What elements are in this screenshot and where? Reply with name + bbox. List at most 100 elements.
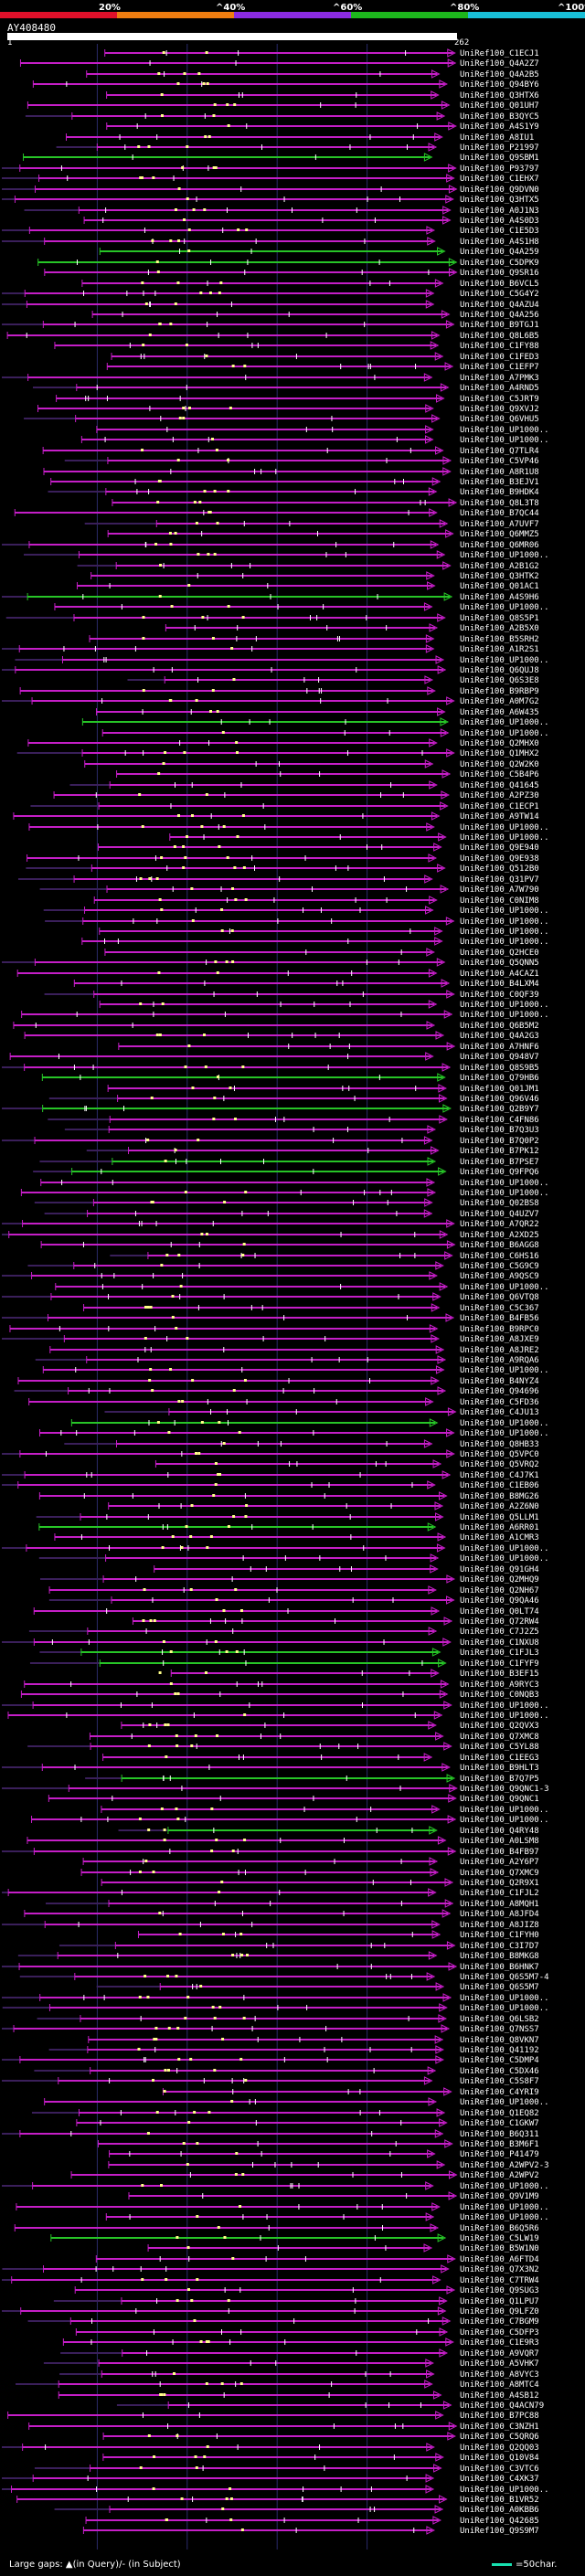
hit-label[interactable]: UniRef100_Q01AC1 [460,582,539,591]
hit-row[interactable]: UniRef100_Q4ACN79 [116,2401,544,2411]
hit-row[interactable]: UniRef100_UP1000.. [16,2202,549,2212]
hit-row[interactable]: UniRef100_B4FB97 [2,1847,539,1857]
hit-label[interactable]: UniRef100_C5JRT9 [460,395,539,404]
hit-row[interactable]: UniRef100_A4RND5 [32,383,539,393]
hit-row[interactable]: UniRef100_C6HS16 [110,1251,539,1261]
hit-row[interactable]: UniRef100_UP1000.. [43,906,549,916]
hit-row[interactable]: UniRef100_B3M6F1 [97,2139,539,2149]
hit-label[interactable]: UniRef100_UP1000.. [460,1179,549,1188]
hit-label[interactable]: UniRef100_UP1000.. [460,2182,549,2191]
hit-label[interactable]: UniRef100_B6HNK7 [460,1963,539,1972]
hit-row[interactable]: UniRef100_C3NZH1 [28,2422,539,2432]
hit-label[interactable]: UniRef100_B6VCL5 [460,280,539,289]
hit-label[interactable]: UniRef100_Q31PV7 [460,875,539,885]
hit-label[interactable]: UniRef100_C5DPK9 [460,259,539,268]
hit-label[interactable]: UniRef100_C5LW19 [460,2234,539,2243]
hit-row[interactable]: UniRef100_C1FJL3 [39,1648,539,1658]
hit-row[interactable]: UniRef100_UP1000.. [2,1701,549,1711]
hit-label[interactable]: UniRef100_Q9DVN0 [460,186,539,195]
hit-row[interactable]: UniRef100_A8JXE9 [2,1334,539,1344]
hit-label[interactable]: UniRef100_Q4A2G3 [460,1032,539,1041]
hit-row[interactable]: UniRef100_Q8S5P1 [5,613,539,623]
hit-row[interactable]: UniRef100_Q6S5M7-4 [19,1972,549,1982]
hit-label[interactable]: UniRef100_UP1000.. [460,1001,549,1010]
hit-row[interactable]: UniRef100_Q9QNC1 [48,1794,539,1804]
hit-label[interactable]: UniRef100_UP1000.. [460,718,549,727]
hit-row[interactable]: UniRef100_UP1000.. [44,2097,549,2107]
hit-label[interactable]: UniRef100_UP1000.. [460,1994,549,2003]
hit-label[interactable]: UniRef100_Q9E940 [460,843,539,853]
hit-row[interactable]: UniRef100_Q6S5M7 [96,1982,539,1992]
hit-label[interactable]: UniRef100_Q9QA46 [460,1596,539,1606]
hit-label[interactable]: UniRef100_Q8L6B5 [460,332,539,341]
hit-label[interactable]: UniRef100_C0NQB3 [460,1691,539,1700]
hit-row[interactable]: UniRef100_C0NQB3 [20,1690,539,1700]
hit-label[interactable]: UniRef100_A9QSC9 [460,1272,539,1281]
hit-row[interactable]: UniRef100_C5QRQ6 [102,2432,539,2442]
hit-label[interactable]: UniRef100_UP1000.. [460,2004,549,2013]
hit-row[interactable]: UniRef100_Q7XMC8 [89,1732,539,1742]
hit-row[interactable]: UniRef100_C1GKW7 [76,2118,539,2128]
hit-row[interactable]: UniRef100_A2WPV2-3 [108,2160,549,2170]
hit-label[interactable]: UniRef100_C5VP46 [460,457,539,466]
hit-label[interactable]: UniRef100_A2PZ30 [460,791,539,800]
hit-row[interactable]: UniRef100_A0LSM8 [27,1836,539,1846]
hit-label[interactable]: UniRef100_Q5VPC0 [460,1450,539,1459]
hit-label[interactable]: UniRef100_A4S1Y9 [460,122,539,132]
hit-row[interactable]: UniRef100_UP1000.. [80,435,549,445]
hit-row[interactable]: UniRef100_Q6MMZ5 [107,529,539,539]
hit-row[interactable]: UniRef100_UP1000.. [45,917,549,927]
hit-row[interactable]: UniRef100_UP1000.. [99,927,549,937]
hit-row[interactable]: UniRef100_B5SRH2 [89,634,539,644]
hit-label[interactable]: UniRef100_B6Q311 [460,2130,539,2139]
hit-label[interactable]: UniRef100_A4S9H6 [460,593,539,602]
hit-label[interactable]: UniRef100_C5YL88 [460,1743,539,1752]
hit-row[interactable]: UniRef100_Q6B5M2 [13,1021,539,1031]
hit-row[interactable]: UniRef100_C3I7D7 [58,1941,539,1951]
hit-row[interactable]: UniRef100_B3EF15 [158,1669,539,1679]
hit-row[interactable]: UniRef100_Q1MHX2 [16,748,539,758]
hit-row[interactable]: UniRef100_Q6QUJ8 [2,665,539,675]
hit-label[interactable]: UniRef100_C3VTC6 [460,2465,539,2474]
hit-label[interactable]: UniRef100_C5FD36 [460,1398,539,1407]
hit-label[interactable]: UniRef100_Q7XMC9 [460,1869,539,1878]
hit-row[interactable]: UniRef100_C5JRT9 [56,394,539,404]
hit-label[interactable]: UniRef100_B8MG26 [460,1492,539,1501]
hit-row[interactable]: UniRef100_Q4A2B5 [86,69,539,80]
hit-row[interactable]: UniRef100_UP1000.. [96,425,549,435]
hit-row[interactable]: UniRef100_A4S1Y9 [106,122,539,132]
hit-label[interactable]: UniRef100_UP1000.. [460,2098,549,2107]
hit-label[interactable]: UniRef100_A1R2S1 [460,645,539,654]
hit-row[interactable]: UniRef100_Q9QA46 [48,1595,539,1606]
hit-label[interactable]: UniRef100_Q4A256 [460,311,539,320]
hit-row[interactable]: UniRef100_A4S0D3 [83,216,539,226]
hit-label[interactable]: UniRef100_UP1000.. [460,1429,549,1438]
hit-row[interactable]: UniRef100_A4SB12 [58,2390,539,2401]
hit-label[interactable]: UniRef100_Q8HB33 [460,1440,539,1449]
hit-row[interactable]: UniRef100_A0KBB6 [54,2505,539,2515]
hit-label[interactable]: UniRef100_Q9XVJ2 [460,405,539,414]
hit-row[interactable]: UniRef100_C1ECP1 [30,801,539,811]
hit-label[interactable]: UniRef100_C5B4P6 [460,770,539,779]
hit-row[interactable]: UniRef100_Q6VHU5 [24,414,539,424]
hit-row[interactable]: UniRef100_UP1000.. [2,2485,549,2495]
hit-label[interactable]: UniRef100_C1FJL3 [460,1648,539,1658]
hit-row[interactable]: UniRef100_Q4AZU4 [2,300,539,310]
hit-label[interactable]: UniRef100_Q6VHU5 [460,415,539,424]
hit-label[interactable]: UniRef100_A4CAZ1 [460,970,539,979]
hit-row[interactable]: UniRef100_A2Y6P7 [82,1857,539,1867]
hit-row[interactable]: UniRef100_A9VQR7 [60,2348,539,2359]
hit-label[interactable]: UniRef100_Q9FPQ6 [460,1168,539,1177]
hit-row[interactable]: UniRef100_UP1000.. [40,1178,549,1188]
hit-label[interactable]: UniRef100_Q6S5M7 [460,1983,539,1992]
hit-row[interactable]: UniRef100_A6RR01 [38,1522,539,1532]
hit-row[interactable]: UniRef100_C1EFP7 [106,362,539,372]
hit-row[interactable]: UniRef100_C5B4P6 [116,769,539,779]
hit-label[interactable]: UniRef100_B7Q0P2 [460,1137,539,1146]
hit-label[interactable]: UniRef100_UP1000.. [460,436,549,445]
hit-row[interactable]: UniRef100_UP1000.. [169,832,549,843]
hit-label[interactable]: UniRef100_C4FN86 [460,1116,539,1125]
hit-row[interactable]: UniRef100_A7PMK3 [2,373,539,383]
hit-label[interactable]: UniRef100_Q41645 [460,781,539,790]
hit-row[interactable]: UniRef100_P93797 [2,164,539,174]
